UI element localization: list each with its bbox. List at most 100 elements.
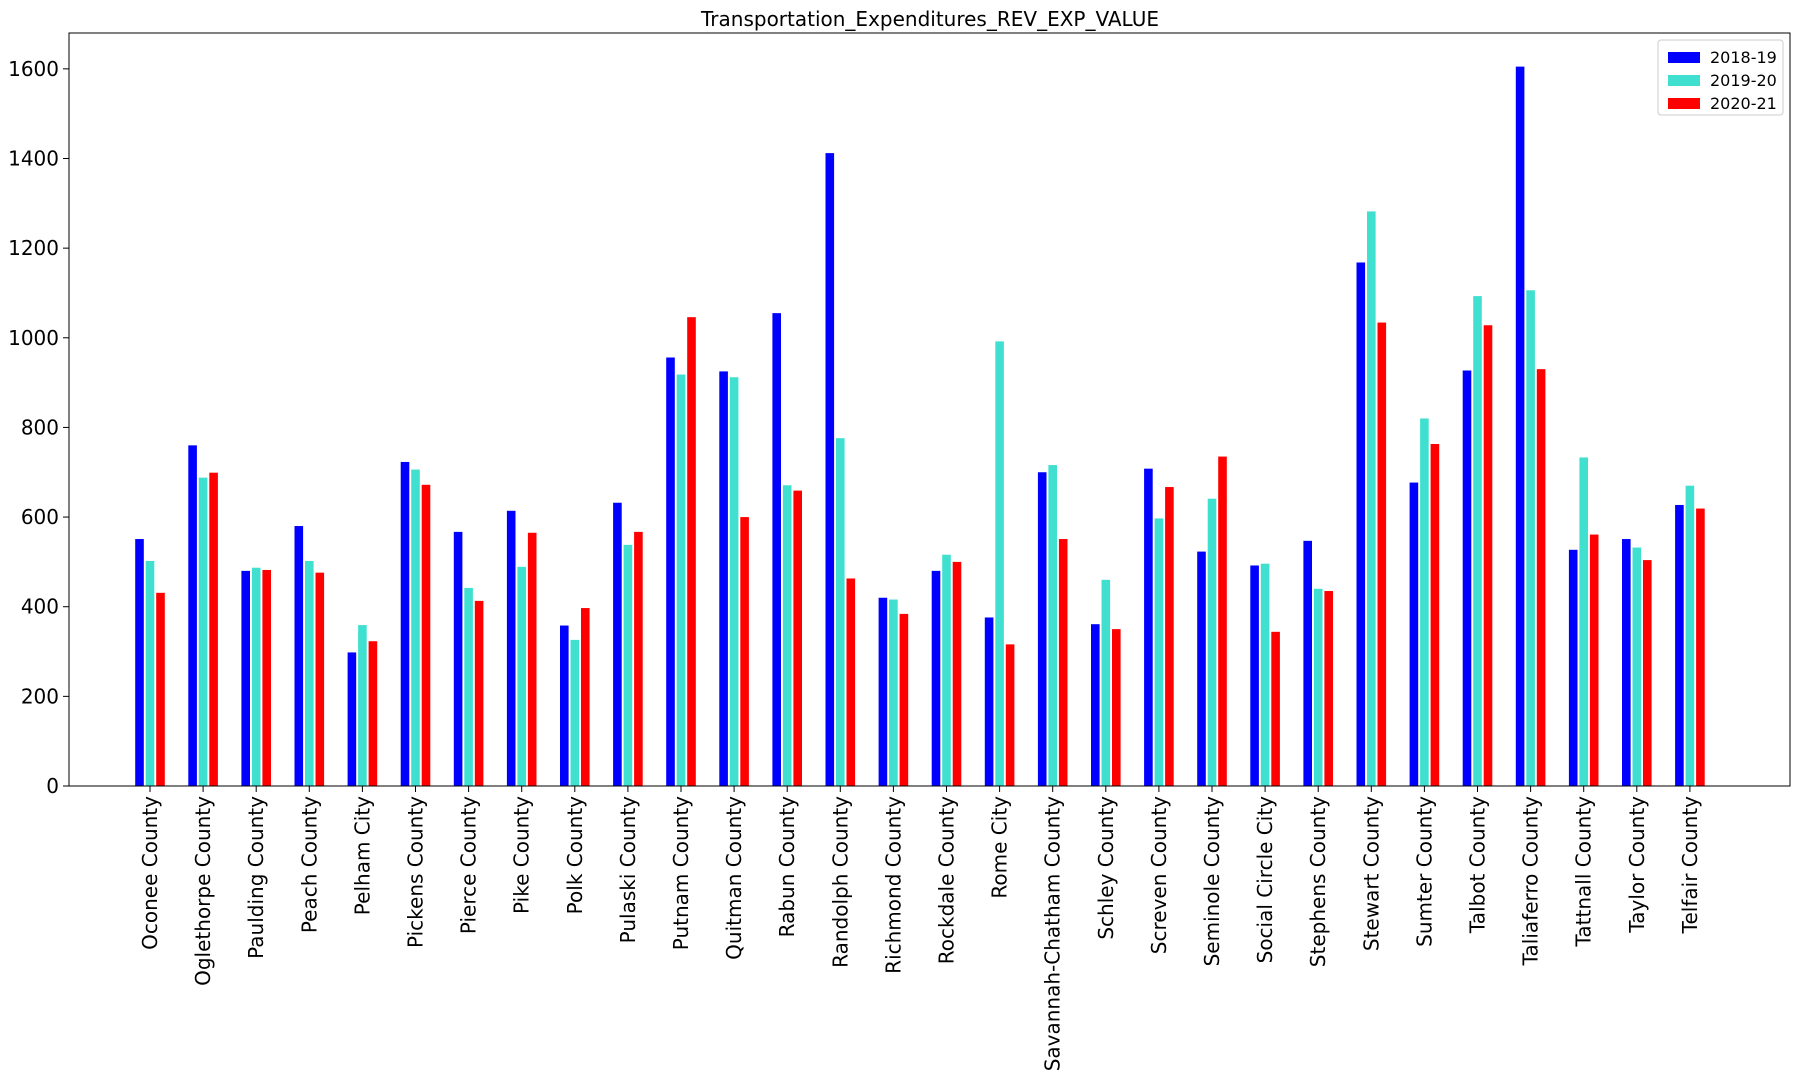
bar-2018-19-tattnall-county — [1568, 549, 1578, 786]
bar-2019-20-pelham-city — [358, 625, 367, 786]
bar-2019-20-peach-county — [305, 560, 314, 786]
bar-2020-21-putnam-county — [687, 317, 696, 786]
bar-2019-20-polk-county — [570, 639, 580, 786]
bars — [135, 66, 1705, 786]
bar-2018-19-rabun-county — [772, 313, 781, 786]
bar-2019-20-pierce-county — [464, 587, 473, 786]
bar-2020-21-randolph-county — [846, 578, 856, 786]
bar-2020-21-screven-county — [1165, 487, 1174, 786]
x-tick-label: Paulding County — [244, 796, 268, 959]
bar-2018-19-randolph-county — [825, 153, 835, 786]
bar-2018-19-stephens-county — [1303, 540, 1312, 786]
bar-2019-20-pickens-county — [411, 469, 420, 786]
x-tick-label: Pickens County — [404, 796, 428, 948]
bar-2020-21-pierce-county — [474, 600, 484, 786]
bar-2019-20-taliaferro-county — [1526, 290, 1535, 786]
bar-2018-19-seminole-county — [1197, 551, 1206, 786]
bar-2018-19-oglethorpe-county — [188, 445, 197, 786]
x-tick-label: Schley County — [1094, 796, 1118, 940]
x-tick-label: Randolph County — [828, 796, 852, 968]
bar-2019-20-oglethorpe-county — [198, 477, 208, 786]
bar-2019-20-talbot-county — [1473, 296, 1482, 786]
bar-2020-21-stephens-county — [1324, 591, 1333, 786]
x-tick-label: Stewart County — [1359, 796, 1383, 951]
x-tick-label: Pierce County — [457, 796, 481, 934]
y-tick-label: 400 — [21, 595, 59, 619]
legend-swatch — [1668, 52, 1700, 63]
chart-title: Transportation_Expenditures_REV_EXP_VALU… — [700, 7, 1159, 31]
bar-2020-21-rockdale-county — [952, 561, 962, 786]
x-tick-label: Stephens County — [1306, 796, 1330, 967]
bar-2018-19-peach-county — [294, 526, 304, 786]
bar-2018-19-schley-county — [1091, 624, 1100, 786]
bar-2019-20-pike-county — [517, 566, 526, 786]
bar-2019-20-social-circle-city — [1260, 563, 1270, 786]
y-tick-label: 0 — [46, 774, 59, 798]
x-tick-label: Quitman County — [722, 796, 746, 960]
x-tick-label: Savannah-Chatham County — [1041, 796, 1065, 1071]
bar-2019-20-randolph-county — [836, 438, 845, 786]
bar-2018-19-rockdale-county — [931, 570, 941, 786]
bar-2018-19-pike-county — [506, 510, 516, 786]
bar-2019-20-paulding-county — [251, 567, 261, 786]
bar-2020-21-quitman-county — [740, 517, 749, 786]
bar-2020-21-paulding-county — [262, 569, 271, 786]
x-tick-label: Seminole County — [1200, 796, 1224, 967]
bar-2018-19-stewart-county — [1356, 262, 1366, 786]
bar-2020-21-sumter-county — [1430, 444, 1440, 786]
bar-2019-20-tattnall-county — [1579, 457, 1588, 786]
bar-2018-19-polk-county — [560, 625, 569, 786]
x-tick-label: Richmond County — [881, 796, 905, 974]
bar-2020-21-stewart-county — [1377, 322, 1387, 786]
bar-2019-20-rome-city — [995, 341, 1004, 786]
bar-2019-20-putnam-county — [676, 374, 686, 786]
bar-2018-19-pulaski-county — [613, 502, 622, 786]
bar-2019-20-schley-county — [1101, 579, 1111, 786]
bar-2018-19-richmond-county — [878, 597, 888, 786]
legend-swatch — [1668, 75, 1700, 86]
legend: 2018-19 2019-20 2020-21 — [1657, 39, 1784, 116]
bar-2019-20-pulaski-county — [623, 544, 633, 786]
bar-2019-20-oconee-county — [145, 560, 155, 786]
bar-2018-19-putnam-county — [666, 357, 675, 786]
y-tick-label: 1400 — [8, 147, 59, 171]
bar-2020-21-polk-county — [581, 608, 590, 786]
bar-2020-21-pelham-city — [368, 641, 378, 786]
bar-2020-21-talbot-county — [1483, 325, 1493, 786]
bar-2020-21-telfair-county — [1696, 508, 1705, 786]
x-tick-label: Oglethorpe County — [191, 796, 215, 986]
bar-2020-21-pickens-county — [421, 484, 431, 786]
bar-2018-19-oconee-county — [135, 539, 144, 786]
bar-2018-19-rome-city — [984, 617, 994, 786]
bar-2020-21-peach-county — [315, 572, 325, 786]
bar-2018-19-pelham-city — [347, 652, 357, 786]
x-tick-label: Talbot County — [1466, 796, 1490, 934]
x-tick-label: Taliaferro County — [1519, 796, 1543, 967]
y-tick-label: 1000 — [8, 326, 59, 350]
bar-2020-21-pike-county — [527, 532, 537, 786]
bar-2018-19-pickens-county — [400, 461, 410, 786]
bar-2019-20-sumter-county — [1420, 418, 1429, 786]
x-tick-label: Putnam County — [669, 796, 693, 950]
bar-2018-19-social-circle-city — [1250, 565, 1259, 786]
bar-2019-20-taylor-county — [1632, 547, 1642, 786]
x-tick-label: Social Circle City — [1253, 796, 1277, 964]
legend-label: 2020-21 — [1710, 94, 1777, 113]
x-tick-label: Taylor County — [1625, 796, 1649, 934]
x-tick-label: Rabun County — [775, 796, 799, 938]
y-tick-label: 800 — [21, 415, 59, 439]
x-tick-label: Sumter County — [1412, 796, 1436, 947]
bar-2020-21-savannah-chatham-county — [1058, 539, 1068, 786]
bar-2020-21-social-circle-city — [1271, 631, 1280, 786]
plot-frame — [68, 32, 1791, 787]
legend-label: 2018-19 — [1710, 48, 1777, 67]
x-tick-label: Telfair County — [1678, 796, 1702, 935]
bar-2019-20-stewart-county — [1367, 211, 1376, 786]
bar-2018-19-savannah-chatham-county — [1037, 472, 1047, 786]
bar-2019-20-screven-county — [1154, 518, 1164, 786]
x-tick-label: Pike County — [510, 796, 534, 914]
x-axis: Oconee County Oglethorpe County Paulding C… — [138, 786, 1702, 1071]
x-tick-label: Pulaski County — [616, 796, 640, 944]
y-tick-label: 200 — [21, 684, 59, 708]
